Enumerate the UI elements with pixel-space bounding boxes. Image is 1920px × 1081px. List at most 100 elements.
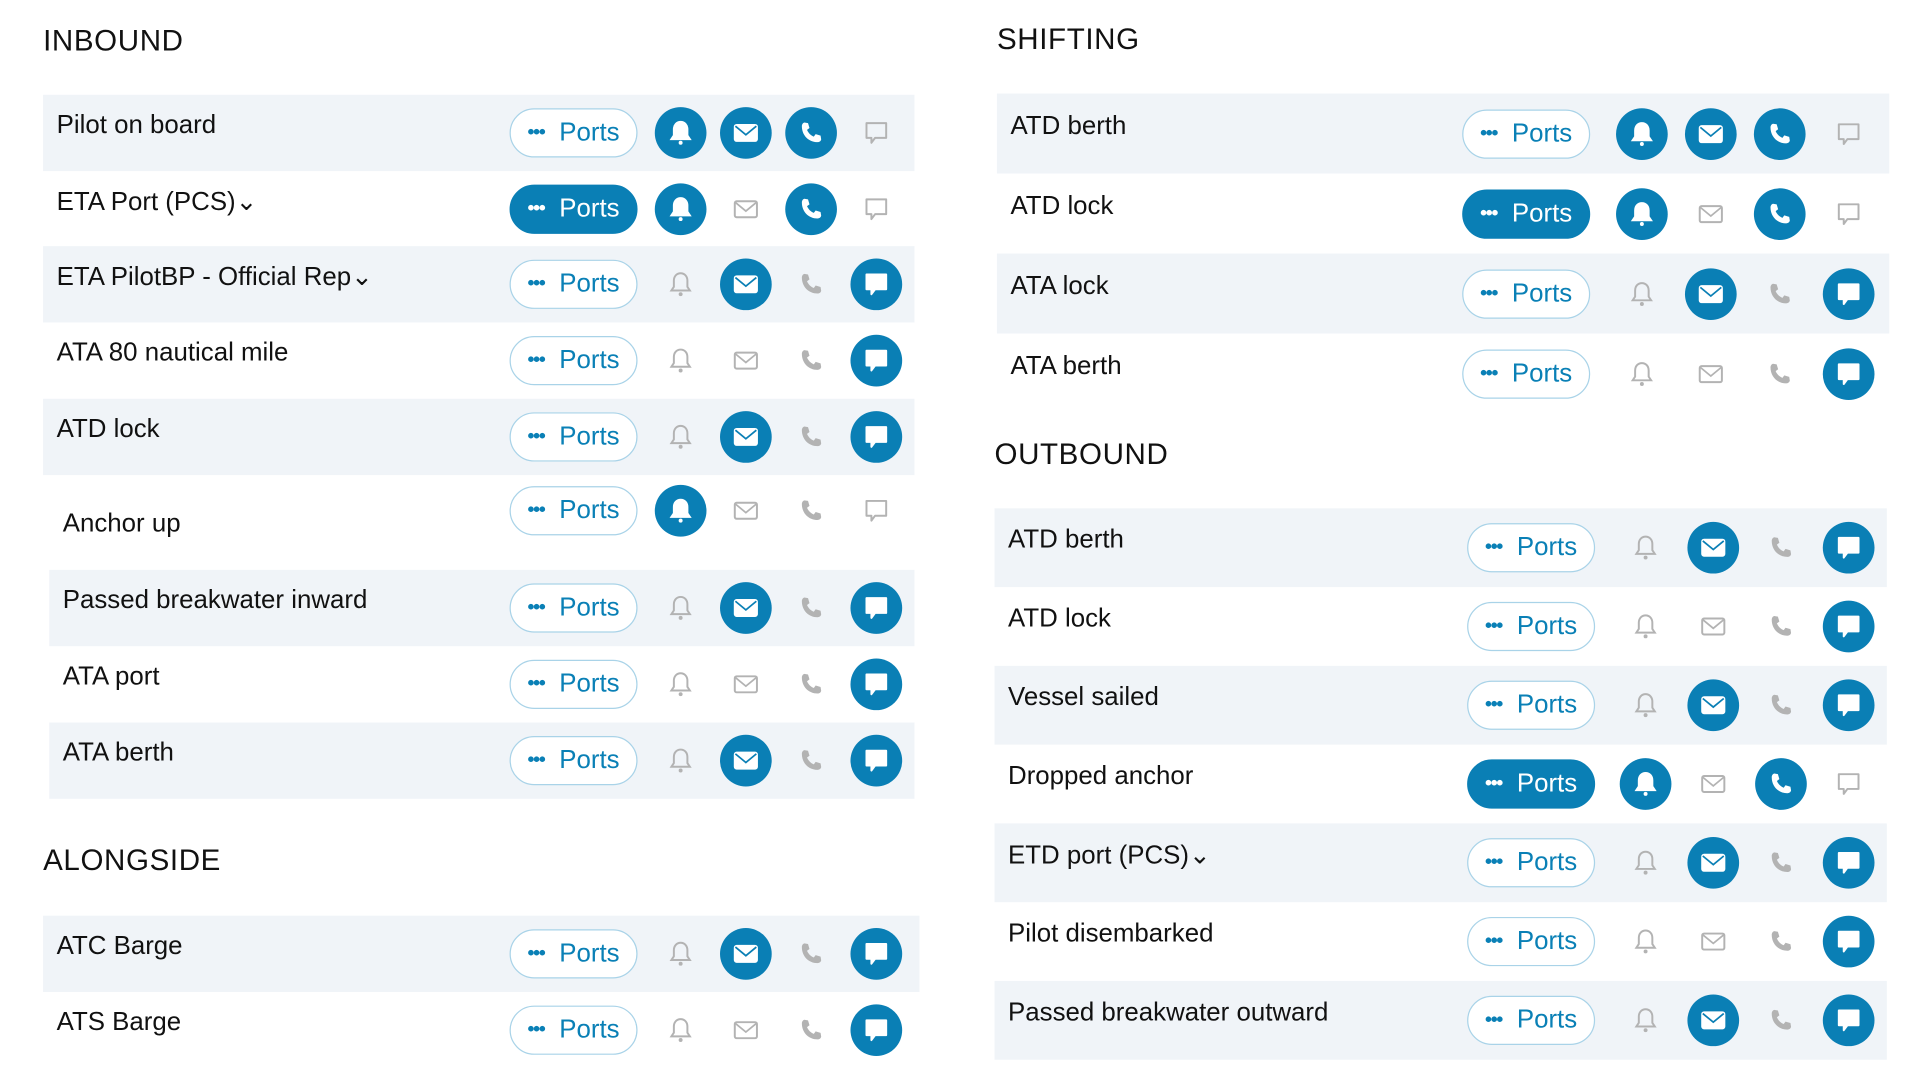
envelope-icon-inactive[interactable]	[1685, 348, 1737, 400]
phone-icon-inactive[interactable]	[1755, 837, 1807, 889]
envelope-icon-inactive[interactable]	[720, 485, 772, 537]
chat-bubble-icon-inactive[interactable]	[1823, 188, 1875, 240]
chat-bubble-icon-active[interactable]	[850, 582, 903, 634]
envelope-icon-active[interactable]	[720, 928, 772, 980]
bell-icon-inactive[interactable]	[655, 658, 707, 710]
chat-bubble-icon-inactive[interactable]	[850, 107, 902, 159]
envelope-icon-active[interactable]	[720, 582, 772, 634]
chat-bubble-icon-inactive[interactable]	[1823, 758, 1875, 810]
phone-icon-active[interactable]	[785, 182, 837, 235]
ports-button[interactable]: ••• Ports	[1467, 523, 1596, 573]
phone-icon-inactive[interactable]	[785, 335, 837, 387]
envelope-icon-inactive[interactable]	[720, 335, 772, 387]
chat-bubble-icon-active[interactable]	[1822, 600, 1875, 653]
chat-bubble-icon-active[interactable]	[850, 258, 903, 311]
envelope-icon-active[interactable]	[1687, 679, 1740, 732]
chat-bubble-icon-active[interactable]	[850, 1004, 903, 1057]
envelope-icon-inactive[interactable]	[1687, 916, 1739, 968]
bell-icon-inactive[interactable]	[655, 411, 707, 463]
ports-button[interactable]: ••• Ports	[1467, 601, 1596, 652]
ports-button[interactable]: ••• Ports	[509, 583, 638, 633]
phone-icon-inactive[interactable]	[1755, 994, 1807, 1046]
envelope-icon-active[interactable]	[720, 411, 772, 463]
bell-icon-inactive[interactable]	[1620, 679, 1672, 731]
ports-button[interactable]: ••• Ports	[1462, 108, 1591, 159]
phone-icon-inactive[interactable]	[785, 1004, 837, 1056]
envelope-icon-active[interactable]	[1684, 267, 1737, 320]
envelope-icon-inactive[interactable]	[1687, 758, 1739, 810]
chat-bubble-icon-inactive[interactable]	[850, 485, 902, 537]
chat-bubble-icon-active[interactable]	[850, 734, 903, 787]
bell-icon-active[interactable]	[654, 182, 707, 235]
phone-icon-inactive[interactable]	[1754, 348, 1806, 400]
bell-icon-active[interactable]	[1619, 758, 1672, 810]
bell-icon-active[interactable]	[1616, 187, 1668, 240]
ports-button[interactable]: ••• Ports	[509, 1005, 638, 1055]
chat-bubble-icon-active[interactable]	[1822, 915, 1875, 968]
chat-bubble-icon-active[interactable]	[1822, 521, 1875, 574]
bell-icon-inactive[interactable]	[655, 335, 707, 387]
ports-button[interactable]: ••• Ports	[509, 412, 638, 462]
chat-bubble-icon-active[interactable]	[850, 658, 903, 711]
chat-bubble-icon-inactive[interactable]	[1823, 108, 1875, 160]
phone-icon-inactive[interactable]	[785, 658, 837, 710]
phone-icon-active[interactable]	[1753, 187, 1806, 240]
bell-icon-inactive[interactable]	[1620, 601, 1672, 653]
ports-button[interactable]: ••• Ports	[1467, 759, 1596, 809]
phone-icon-active[interactable]	[785, 107, 837, 159]
bell-icon-inactive[interactable]	[655, 735, 707, 787]
event-label[interactable]: ETA PilotBP - Official Rep⌄	[56, 262, 373, 292]
envelope-icon-active[interactable]	[720, 734, 772, 787]
ports-button[interactable]: ••• Ports	[1462, 348, 1591, 399]
envelope-icon-inactive[interactable]	[720, 1004, 772, 1056]
bell-icon-active[interactable]	[1616, 107, 1668, 160]
envelope-icon-active[interactable]	[720, 258, 772, 311]
phone-icon-inactive[interactable]	[785, 411, 837, 463]
phone-icon-active[interactable]	[1755, 758, 1807, 810]
phone-icon-inactive[interactable]	[785, 735, 837, 787]
bell-icon-inactive[interactable]	[1620, 994, 1672, 1046]
ports-button[interactable]: ••• Ports	[1467, 838, 1596, 888]
chat-bubble-icon-active[interactable]	[1822, 679, 1875, 732]
ports-button[interactable]: ••• Ports	[1462, 188, 1591, 239]
envelope-icon-inactive[interactable]	[720, 658, 772, 710]
bell-icon-active[interactable]	[654, 484, 707, 537]
ports-button[interactable]: ••• Ports	[509, 336, 638, 386]
envelope-icon-active[interactable]	[720, 107, 772, 159]
ports-button[interactable]: ••• Ports	[1467, 916, 1596, 967]
chat-bubble-icon-active[interactable]	[850, 334, 903, 387]
phone-icon-inactive[interactable]	[1755, 916, 1807, 968]
phone-icon-inactive[interactable]	[785, 928, 837, 980]
bell-icon-inactive[interactable]	[655, 582, 707, 634]
bell-icon-inactive[interactable]	[655, 258, 707, 310]
envelope-icon-active[interactable]	[1684, 107, 1737, 160]
bell-icon-inactive[interactable]	[655, 928, 707, 980]
chat-bubble-icon-active[interactable]	[1822, 267, 1875, 320]
ports-button[interactable]: ••• Ports	[509, 659, 638, 709]
phone-icon-inactive[interactable]	[1754, 268, 1806, 320]
chat-bubble-icon-active[interactable]	[850, 928, 903, 980]
chat-bubble-icon-active[interactable]	[1822, 347, 1875, 400]
ports-button[interactable]: ••• Ports	[1467, 995, 1596, 1045]
envelope-icon-inactive[interactable]	[720, 183, 772, 235]
phone-icon-inactive[interactable]	[1755, 679, 1807, 731]
phone-icon-active[interactable]	[1753, 107, 1806, 160]
ports-button[interactable]: ••• Ports	[509, 929, 638, 979]
bell-icon-inactive[interactable]	[1616, 348, 1668, 400]
envelope-icon-inactive[interactable]	[1687, 601, 1739, 653]
ports-button[interactable]: ••• Ports	[509, 736, 638, 786]
ports-button[interactable]: ••• Ports	[1462, 268, 1591, 319]
event-label[interactable]: ETD port (PCS)⌄	[1008, 841, 1211, 870]
bell-icon-inactive[interactable]	[1616, 268, 1668, 320]
phone-icon-inactive[interactable]	[1755, 601, 1807, 653]
ports-button[interactable]: ••• Ports	[509, 108, 638, 158]
ports-button[interactable]: ••• Ports	[1467, 680, 1596, 730]
phone-icon-inactive[interactable]	[785, 485, 837, 537]
envelope-icon-inactive[interactable]	[1685, 188, 1737, 240]
ports-button[interactable]: ••• Ports	[509, 184, 638, 234]
chat-bubble-icon-active[interactable]	[1822, 994, 1875, 1047]
bell-icon-active[interactable]	[654, 107, 707, 159]
phone-icon-inactive[interactable]	[785, 258, 837, 310]
ports-button[interactable]: ••• Ports	[509, 259, 638, 309]
bell-icon-inactive[interactable]	[1620, 837, 1672, 889]
